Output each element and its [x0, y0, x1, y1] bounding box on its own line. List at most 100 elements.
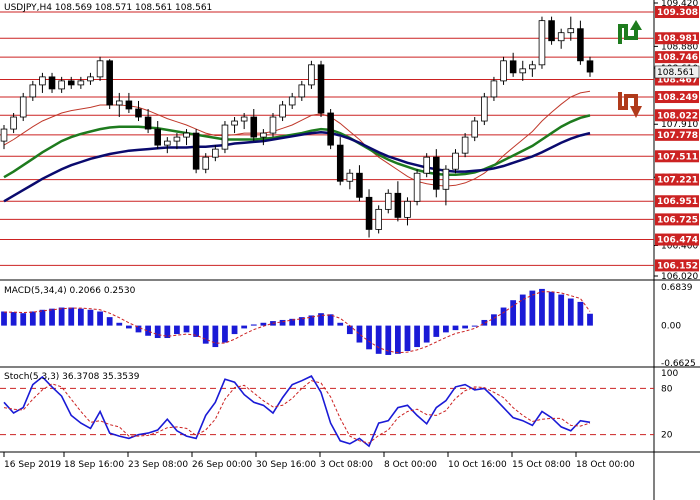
- macd-bar: [289, 318, 296, 326]
- time-tick-label: 23 Sep 08:00: [128, 460, 188, 470]
- time-tick-label: 3 Oct 08:00: [320, 460, 373, 470]
- candle: [586, 60, 594, 73]
- candle: [442, 168, 450, 190]
- time-tick-label: 15 Oct 08:00: [512, 460, 571, 470]
- candle: [279, 104, 286, 118]
- macd-bar: [375, 325, 382, 354]
- current-price-tag: [654, 65, 700, 79]
- macd-bar: [423, 325, 430, 343]
- macd-bar: [126, 325, 132, 329]
- moving-average-line: [3, 131, 591, 203]
- candle: [87, 76, 94, 82]
- level-tag: [655, 259, 699, 272]
- macd-tick-label: 0.00: [661, 322, 681, 332]
- candle: [288, 96, 296, 106]
- candle: [490, 80, 498, 98]
- candle: [39, 76, 46, 86]
- candle: [471, 120, 479, 138]
- macd-bar: [356, 325, 363, 343]
- macd-bar: [29, 311, 36, 326]
- candle: [125, 100, 133, 110]
- macd-bar: [539, 288, 545, 326]
- candle: [298, 84, 306, 98]
- macd-bar: [68, 307, 75, 326]
- macd-bar: [49, 308, 55, 326]
- candle: [519, 68, 527, 74]
- level-tag: [655, 109, 699, 122]
- candle: [423, 156, 430, 174]
- candle: [183, 132, 190, 138]
- stochastic-axis: 100 80 20: [661, 369, 678, 441]
- macd-bar: [222, 325, 228, 343]
- candle: [529, 64, 536, 70]
- candle: [221, 124, 229, 150]
- macd-bar: [481, 319, 488, 326]
- stochastic-tick-label: 20: [661, 431, 673, 441]
- macd-axis: 0.6839 0.00 -0.6625: [661, 283, 696, 369]
- level-label: 108.022: [657, 111, 698, 121]
- price-tick-label: 106.020: [661, 272, 698, 282]
- candle: [260, 132, 267, 138]
- level-tag: [655, 233, 699, 246]
- stochastic-panel: 100 80 20 Stoch(5,3,3) 36.3708 35.3539: [0, 369, 700, 453]
- macd-panel: 0.6839 0.00 -0.6625 MACD(5,34,4) 0.2066 0.…: [0, 283, 700, 369]
- candle: [481, 96, 488, 122]
- level-label: 108.981: [657, 34, 698, 44]
- candle: [269, 116, 277, 134]
- macd-bar: [231, 325, 238, 335]
- candle: [67, 80, 75, 86]
- candle: [173, 136, 181, 142]
- macd-bar: [135, 325, 142, 333]
- candle: [250, 116, 258, 138]
- candle: [327, 112, 334, 146]
- macd-bar: [366, 325, 372, 350]
- level-label: 108.249: [657, 93, 698, 103]
- macd-bar: [154, 325, 161, 339]
- macd-bar: [183, 325, 190, 333]
- level-tag: [655, 173, 699, 186]
- candle: [231, 120, 238, 126]
- macd-bar: [97, 311, 103, 326]
- macd-bar: [327, 314, 334, 326]
- stochastic-tick-label: 80: [661, 384, 673, 394]
- candle: [365, 196, 373, 230]
- level-label: 108.746: [657, 53, 698, 63]
- stoch-header: Stoch(5,3,3) 36.3708 35.3539: [4, 372, 140, 382]
- candle: [29, 84, 37, 98]
- level-label: 107.778: [657, 131, 698, 141]
- macd-bar: [116, 322, 123, 326]
- macd-bar: [337, 322, 344, 326]
- candle: [96, 60, 104, 78]
- time-tick-label: 30 Sep 16:00: [256, 460, 316, 470]
- stochastic-lines: [3, 375, 591, 448]
- macd-bar: [558, 294, 565, 326]
- candle: [413, 172, 421, 202]
- candle: [144, 116, 152, 130]
- macd-bar: [308, 315, 315, 326]
- macd-bar: [241, 325, 248, 329]
- level-tag: [655, 150, 699, 163]
- time-axis: 16 Sep 2019 18 Sep 16:00 23 Sep 08:00 26 Se…: [3, 452, 635, 470]
- candle: [154, 128, 161, 146]
- candle: [202, 156, 210, 170]
- stochastic-levels: [0, 387, 654, 436]
- candle: [164, 140, 171, 146]
- candles: [0, 16, 594, 238]
- candle: [500, 60, 507, 82]
- macd-bar: [491, 314, 497, 326]
- candle: [346, 172, 354, 182]
- candle: [135, 108, 142, 118]
- macd-bar: [212, 325, 219, 348]
- macd-bar: [260, 322, 267, 326]
- macd-bar: [404, 325, 411, 352]
- candle: [19, 96, 27, 118]
- level-tag: [655, 195, 699, 208]
- macd-bar: [58, 307, 65, 326]
- macd-bar: [385, 325, 392, 355]
- macd-bar: [443, 325, 449, 333]
- macd-bar: [174, 325, 180, 335]
- macd-bar: [1, 311, 7, 326]
- candle: [433, 156, 440, 190]
- candle: [375, 208, 382, 230]
